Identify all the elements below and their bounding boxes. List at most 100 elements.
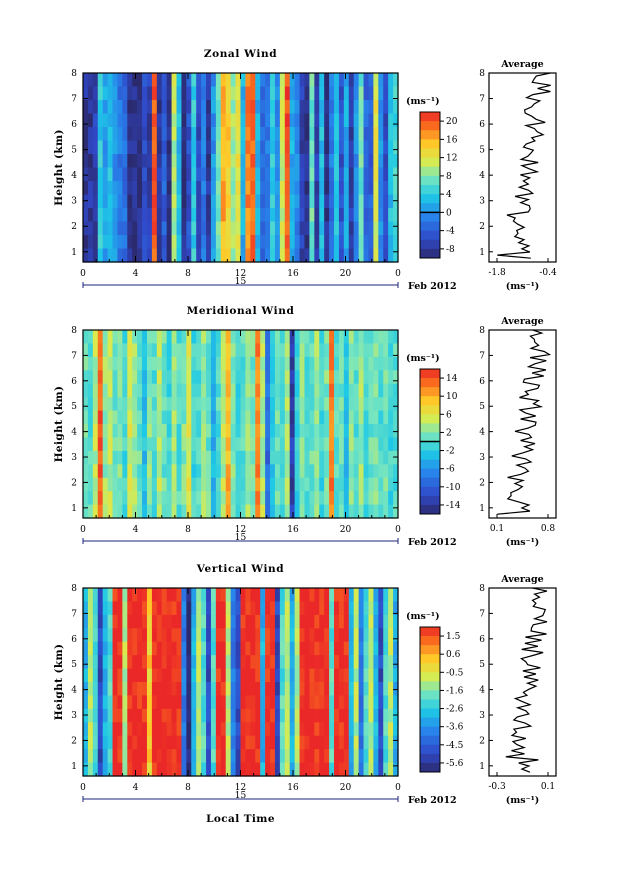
x-tick-label: 20 bbox=[340, 525, 352, 535]
heatmap-cell bbox=[250, 127, 256, 142]
heatmap-cell bbox=[284, 464, 291, 479]
heatmap-cell bbox=[181, 410, 187, 425]
heatmap-cell bbox=[161, 356, 168, 371]
heatmap-cell bbox=[186, 370, 192, 385]
average-x-tick-label: 0.8 bbox=[541, 524, 556, 534]
heatmap-cell bbox=[225, 356, 232, 371]
heatmap-cell bbox=[102, 397, 109, 412]
heatmap-cell bbox=[245, 113, 251, 128]
heatmap-cell bbox=[343, 397, 350, 412]
heatmap-cell bbox=[137, 655, 143, 670]
heatmap-cell bbox=[240, 330, 247, 345]
heatmap-cell bbox=[353, 140, 360, 155]
y-tick-label: 3 bbox=[71, 197, 77, 207]
heatmap-cell bbox=[127, 181, 133, 196]
heatmap-cell bbox=[250, 181, 256, 196]
heatmap-cell bbox=[146, 762, 153, 777]
heatmap-cell bbox=[250, 370, 256, 385]
heatmap-cell bbox=[176, 248, 183, 263]
heatmap-cell bbox=[142, 397, 148, 412]
heatmap-cell bbox=[373, 668, 379, 683]
heatmap-cell bbox=[334, 127, 340, 142]
heatmap-cell bbox=[97, 601, 104, 616]
colorbar-band bbox=[420, 726, 440, 737]
heatmap-cell bbox=[260, 154, 266, 169]
heatmap-cell bbox=[358, 424, 365, 439]
heatmap-cell bbox=[265, 424, 271, 439]
heatmap-cell bbox=[388, 397, 394, 412]
heatmap-cell bbox=[383, 370, 389, 385]
heatmap-cell bbox=[294, 397, 301, 412]
heatmap-cell bbox=[206, 437, 212, 452]
heatmap-cell bbox=[358, 491, 365, 506]
heatmap-cell bbox=[122, 397, 128, 412]
heatmap-cell bbox=[329, 614, 335, 629]
heatmap-cell bbox=[220, 194, 227, 209]
heatmap-cell bbox=[383, 140, 389, 155]
heatmap-cell bbox=[83, 221, 89, 236]
heatmap-cell bbox=[92, 181, 99, 196]
heatmap-cell bbox=[334, 668, 340, 683]
heatmap-cell bbox=[289, 235, 296, 250]
y-tick-label: 8 bbox=[71, 326, 77, 336]
heatmap-cell bbox=[156, 410, 163, 425]
heatmap-cell bbox=[240, 86, 247, 101]
heatmap-cell bbox=[284, 749, 291, 764]
heatmap-cell bbox=[142, 628, 148, 643]
colorbar-band bbox=[420, 699, 440, 710]
colorbar-band bbox=[420, 139, 440, 150]
heatmap-cell bbox=[181, 722, 187, 737]
heatmap-cell bbox=[338, 504, 345, 519]
heatmap-cell bbox=[161, 628, 168, 643]
heatmap-cell bbox=[220, 424, 227, 439]
heatmap-cell bbox=[270, 383, 276, 398]
heatmap-cell bbox=[388, 370, 394, 385]
heatmap-cell bbox=[338, 113, 345, 128]
heatmap-cell bbox=[122, 682, 128, 697]
heatmap-cell bbox=[279, 708, 286, 723]
heatmap-cell bbox=[338, 194, 345, 209]
heatmap-cell bbox=[102, 248, 109, 263]
heatmap-cell bbox=[166, 154, 173, 169]
heatmap-cell bbox=[240, 127, 247, 142]
heatmap-cell bbox=[250, 397, 256, 412]
heatmap-cell bbox=[171, 668, 178, 683]
heatmap-cell bbox=[383, 330, 389, 345]
heatmap-cell bbox=[383, 722, 389, 737]
heatmap-cell bbox=[87, 437, 94, 452]
heatmap-cell bbox=[107, 722, 114, 737]
heatmap-cell bbox=[284, 735, 291, 750]
y-tick-label: 5 bbox=[71, 402, 77, 412]
colorbar-band bbox=[420, 504, 440, 515]
heatmap-cell bbox=[388, 154, 394, 169]
heatmap-cell bbox=[132, 614, 138, 629]
heatmap-cell bbox=[206, 383, 212, 398]
heatmap-cell bbox=[319, 668, 325, 683]
heatmap-cell bbox=[122, 356, 128, 371]
heatmap-cell bbox=[181, 208, 187, 223]
heatmap-cell bbox=[250, 410, 256, 425]
heatmap-cell bbox=[142, 140, 148, 155]
heatmap-cell bbox=[97, 383, 104, 398]
heatmap-cell bbox=[265, 330, 271, 345]
heatmap-cell bbox=[87, 655, 94, 670]
heatmap-cell bbox=[186, 762, 192, 777]
heatmap-cell bbox=[363, 356, 370, 371]
heatmap-cell bbox=[343, 383, 350, 398]
heatmap-cell bbox=[245, 655, 251, 670]
heatmap-cell bbox=[284, 154, 291, 169]
heatmap-cell bbox=[97, 208, 104, 223]
heatmap-cell bbox=[299, 424, 306, 439]
heatmap-cell bbox=[373, 695, 379, 710]
heatmap-cell bbox=[201, 749, 207, 764]
colorbar-band bbox=[420, 239, 440, 250]
heatmap-cell bbox=[196, 208, 202, 223]
heatmap-cell bbox=[353, 208, 360, 223]
colorbar-band bbox=[420, 459, 440, 470]
heatmap-cell bbox=[274, 235, 281, 250]
heatmap-cell bbox=[112, 113, 119, 128]
heatmap-cell bbox=[225, 140, 232, 155]
heatmap-cell bbox=[196, 601, 202, 616]
heatmap-cell bbox=[196, 127, 202, 142]
average-y-tick-label: 5 bbox=[479, 146, 485, 156]
